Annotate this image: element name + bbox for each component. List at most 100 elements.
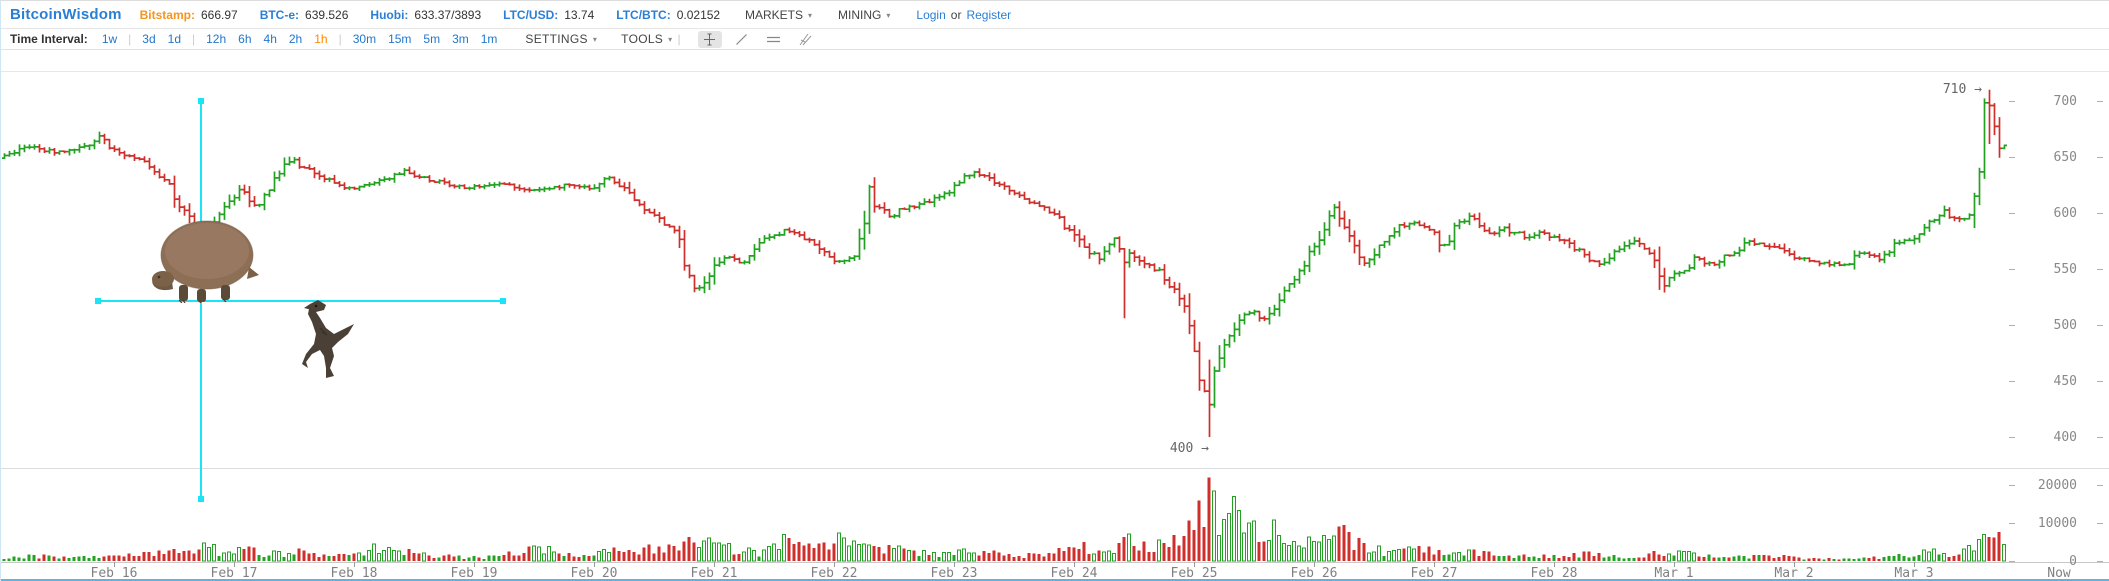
interval-link-1w[interactable]: 1w [101, 32, 118, 46]
interval-group-separator: | [128, 32, 132, 46]
interval-link-4h[interactable]: 4h [263, 32, 277, 46]
date-tick [594, 562, 595, 567]
crosshair-top-handle[interactable] [198, 98, 204, 104]
chart-top-line [1, 71, 2109, 72]
date-tick [234, 562, 235, 567]
volume-tick-dash [2009, 561, 2015, 562]
price-tick-dash [2097, 157, 2103, 158]
date-tick [1314, 562, 1315, 567]
interval-group-separator: | [338, 32, 342, 46]
x-axis-line [1, 562, 2109, 563]
ticker-label: LTC/BTC: [616, 7, 671, 22]
interval-link-12h[interactable]: 12h [206, 32, 227, 46]
volume-tick-label: 0 [2069, 554, 2077, 569]
price-tick-dash [2097, 325, 2103, 326]
date-tick [714, 562, 715, 567]
fan-lines-icon [799, 33, 812, 45]
interval-link-1h[interactable]: 1h [314, 32, 328, 46]
ticker-item[interactable]: Huobi: 633.37/3893 [370, 8, 481, 22]
settings-menu-label: SETTINGS [525, 32, 588, 46]
price-tick-dash [2009, 381, 2015, 382]
interval-link-6h[interactable]: 6h [238, 32, 252, 46]
price-tick-label: 450 [2053, 374, 2077, 389]
date-label: Feb 24 [1050, 566, 1098, 581]
settings-menu[interactable]: SETTINGS ▾ [525, 32, 597, 46]
ticker-strip: Bitstamp: 666.97 BTC-e: 639.526 Huobi: 633.37… [140, 8, 742, 22]
or-text: or [950, 8, 962, 22]
price-tick-dash [2009, 157, 2015, 158]
date-tick [834, 562, 835, 567]
interval-link-3m[interactable]: 3m [452, 32, 469, 46]
chevron-down-icon: ▾ [886, 10, 891, 20]
crosshair-tool-button[interactable] [697, 30, 722, 48]
ticker-item[interactable]: LTC/BTC: 0.02152 [616, 8, 720, 22]
date-label: Feb 21 [690, 566, 738, 581]
date-tick [354, 562, 355, 567]
login-link[interactable]: Login [916, 8, 946, 22]
price-tick-dash [2097, 269, 2103, 270]
price-tick-label: 400 [2053, 430, 2077, 445]
price-tick-label: 550 [2053, 262, 2077, 277]
chart-area[interactable] [1, 50, 2109, 581]
volume-tick-dash [2097, 561, 2103, 562]
date-label: Mar 1 [1654, 566, 1694, 581]
ticker-item[interactable]: Bitstamp: 666.97 [140, 8, 238, 22]
date-label: Feb 23 [930, 566, 978, 581]
ticker-item[interactable]: BTC-e: 639.526 [260, 8, 349, 22]
date-label: Feb 26 [1290, 566, 1338, 581]
crosshair-right-handle[interactable] [500, 298, 506, 304]
interval-link-2h[interactable]: 2h [288, 32, 303, 46]
horizontal-lines-tool-button[interactable] [762, 31, 786, 48]
price-tick-label: 500 [2053, 318, 2077, 333]
bitcoinwisdom-logo[interactable]: BitcoinWisdom [10, 6, 122, 23]
crosshair-bottom-handle[interactable] [198, 496, 204, 502]
markets-menu-label: MARKETS [745, 8, 804, 22]
markets-menu[interactable]: MARKETS ▾ [745, 8, 812, 22]
date-label: Mar 2 [1774, 566, 1814, 581]
date-label: Feb 28 [1530, 566, 1578, 581]
ticker-value: 13.74 [564, 7, 595, 22]
interval-link-3d[interactable]: 3d [142, 32, 156, 46]
trend-line-tool-button[interactable] [730, 31, 754, 48]
interval-link-15m[interactable]: 15m [388, 32, 412, 46]
date-label: Feb 20 [570, 566, 618, 581]
price-tick-dash [2097, 437, 2103, 438]
price-tick-dash [2009, 325, 2015, 326]
low-annotation: 400 → [1169, 441, 1209, 456]
tools-menu[interactable]: TOOLS ▾ [621, 32, 672, 46]
interval-link-30m[interactable]: 30m [352, 32, 377, 46]
chevron-down-icon: ▾ [592, 34, 598, 44]
crosshair-horizontal-line[interactable] [98, 300, 503, 302]
interval-link-5m[interactable]: 5m [423, 32, 441, 46]
date-tick [1434, 562, 1435, 567]
date-label: Feb 17 [210, 566, 258, 581]
price-tick-dash [2097, 381, 2103, 382]
date-tick [1794, 562, 1795, 567]
high-annotation: 710 → [1942, 82, 1982, 97]
mining-menu[interactable]: MINING ▾ [838, 8, 890, 22]
header-menu: MARKETS ▾ MINING ▾ Login or Register [745, 1, 1011, 29]
date-label: Mar 3 [1894, 566, 1934, 581]
chart-toolbar: Time Interval: 1w | 3d 1d | 12h 6h 4h 2h 1h | 30m 15… [1, 29, 2109, 50]
interval-link-1d[interactable]: 1d [167, 32, 181, 46]
volume-separator-line [1, 468, 2109, 469]
tools-menu-label: TOOLS [621, 32, 664, 46]
register-link[interactable]: Register [966, 8, 1012, 22]
auth-links: Login or Register [916, 8, 1011, 22]
header: BitcoinWisdom Bitstamp: 666.97 BTC-e: 639.5… [1, 1, 2109, 29]
volume-tick-dash [2009, 485, 2015, 486]
price-tick-dash [2009, 213, 2015, 214]
interval-link-1m[interactable]: 1m [480, 32, 498, 46]
volume-tick-label: 10000 [2037, 516, 2077, 531]
ticker-label: BTC-e: [259, 7, 300, 22]
ticker-item[interactable]: LTC/USD: 13.74 [503, 8, 594, 22]
fan-lines-tool-button[interactable] [794, 31, 818, 48]
crosshair-left-handle[interactable] [95, 298, 101, 304]
price-tick-label: 600 [2053, 206, 2077, 221]
interval-group-separator: | [192, 32, 196, 46]
date-label: Feb 25 [1170, 566, 1218, 581]
horizontal-lines-icon [767, 36, 781, 42]
interval-selector: 1w | 3d 1d | 12h 6h 4h 2h 1h | 30m 15m 5m 3m 1m [96, 32, 504, 46]
bottom-border-bar [1, 579, 2109, 581]
